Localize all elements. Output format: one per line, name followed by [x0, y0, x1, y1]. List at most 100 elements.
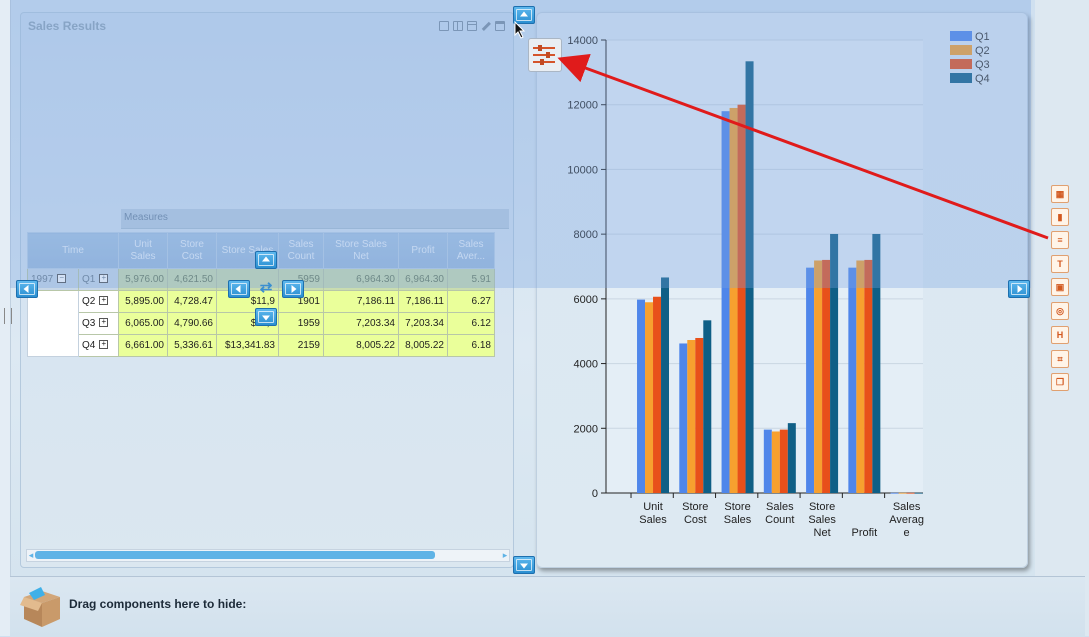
report-icon[interactable]: ❐: [1051, 373, 1069, 391]
cell-move-down-button[interactable]: [255, 308, 277, 326]
move-up-button[interactable]: [513, 6, 535, 24]
bar-q3: [822, 259, 831, 493]
table-icon[interactable]: ▦: [1051, 185, 1069, 203]
scroll-right-icon[interactable]: ▸: [502, 550, 508, 560]
bar-q2: [687, 340, 696, 493]
bar-q3: [737, 104, 746, 493]
value-cell: 4,621.50: [167, 268, 217, 291]
save-icon[interactable]: [439, 21, 449, 31]
bar-q2: [814, 260, 823, 493]
swap-icon[interactable]: ⇄: [259, 279, 273, 296]
legend-swatch: [950, 31, 972, 41]
quarter-label: Q3: [82, 318, 96, 329]
cell-move-left-button[interactable]: [228, 280, 250, 298]
layout-icon[interactable]: [453, 21, 463, 31]
quarter-cell[interactable]: Q3 +: [78, 312, 119, 335]
chart-settings-icon[interactable]: [528, 38, 562, 72]
value-cell: 4,728.47: [167, 290, 217, 313]
quarter-label: Q2: [82, 296, 96, 307]
edit-icon[interactable]: [479, 19, 493, 33]
value-cell: 5.91: [447, 268, 495, 291]
bar-q4: [872, 233, 881, 494]
legend-swatch: [950, 73, 972, 83]
bar-q2: [856, 260, 865, 493]
value-cell: 5,895.00: [118, 290, 168, 313]
html-icon[interactable]: H: [1051, 326, 1069, 344]
x-tick-label: e: [904, 527, 910, 539]
rss-icon[interactable]: ⌗: [1051, 350, 1069, 368]
table-row: Q4 + 6,661.00 5,336.61 $13,341.83 2159 8,…: [28, 334, 495, 357]
move-right-button[interactable]: [1008, 280, 1030, 298]
bar-q4: [787, 423, 796, 493]
x-tick-label: Sales: [893, 501, 921, 513]
bar-q1: [679, 343, 688, 493]
bar-chart: 02000400060008000100001200014000UnitSale…: [567, 31, 990, 539]
value-cell: 6.12: [447, 312, 495, 335]
column-header[interactable]: Profit: [398, 232, 448, 269]
value-cell: 6,661.00: [118, 334, 168, 357]
quarter-label: Q1: [82, 274, 96, 285]
column-header[interactable]: Store Sales Net: [323, 232, 399, 269]
cell-move-up-button[interactable]: [255, 251, 277, 269]
expand-icon[interactable]: +: [99, 274, 109, 283]
value-cell: 1959: [278, 312, 324, 335]
image-icon[interactable]: ▣: [1051, 278, 1069, 296]
value-cell: 7,203.34: [323, 312, 399, 335]
legend-swatch: [950, 45, 972, 55]
bar-q4: [914, 492, 923, 494]
column-header[interactable]: Unit Sales: [118, 232, 168, 269]
expand-icon[interactable]: +: [99, 296, 109, 305]
bar-q1: [890, 492, 899, 494]
horizontal-scrollbar[interactable]: ◂ ▸: [26, 549, 510, 562]
bar-chart-icon[interactable]: ▮: [1051, 208, 1069, 226]
web-icon[interactable]: ◎: [1051, 302, 1069, 320]
move-down-button[interactable]: [513, 556, 535, 574]
time-header[interactable]: Time: [27, 232, 119, 269]
measures-header: Measures: [121, 209, 509, 229]
bar-q1: [763, 429, 772, 493]
bar-q1: [806, 267, 815, 493]
filter-icon[interactable]: ≡: [1051, 231, 1069, 249]
column-header[interactable]: Sales Count: [278, 232, 324, 269]
value-cell: 5,336.61: [167, 334, 217, 357]
cell-move-right-button[interactable]: [282, 280, 304, 298]
scrollbar-thumb[interactable]: [35, 551, 435, 559]
splitter-grip[interactable]: [4, 308, 12, 324]
y-tick-label: 8000: [574, 229, 598, 241]
value-cell: 7,186.11: [398, 290, 448, 313]
column-header[interactable]: Sales Aver...: [447, 232, 495, 269]
bar-q2: [645, 302, 654, 493]
y-tick-label: 0: [592, 488, 598, 500]
legend-swatch: [950, 59, 972, 69]
value-cell: 5,976.00: [118, 268, 168, 291]
column-header[interactable]: Store Cost: [167, 232, 217, 269]
y-tick-label: 4000: [574, 359, 598, 371]
x-tick-label: Store: [724, 501, 750, 513]
move-left-button[interactable]: [16, 280, 38, 298]
window-icon[interactable]: [467, 21, 477, 31]
legend-label: Q1: [975, 31, 990, 43]
hide-drop-zone[interactable]: Drag components here to hide:: [10, 576, 1085, 637]
quarter-cell[interactable]: Q1 +: [78, 268, 119, 291]
bar-q1: [848, 267, 857, 493]
delete-icon[interactable]: [495, 21, 505, 31]
x-tick-label: Count: [765, 514, 794, 526]
bar-q1: [637, 299, 646, 493]
y-tick-label: 2000: [574, 423, 598, 435]
value-cell: 6,964.30: [398, 268, 448, 291]
expand-icon[interactable]: +: [99, 318, 109, 327]
quarter-cell[interactable]: Q2 +: [78, 290, 119, 313]
expand-icon[interactable]: +: [99, 340, 109, 349]
collapse-icon[interactable]: −: [57, 274, 67, 283]
year-label: 1997: [31, 274, 54, 285]
box-icon: [20, 587, 60, 627]
quarter-label: Q4: [82, 340, 96, 351]
quarter-cell[interactable]: Q4 +: [78, 334, 119, 357]
value-cell: 8,005.22: [398, 334, 448, 357]
x-tick-label: Cost: [684, 514, 707, 526]
chart-panel: 0 2000 4000 6000 8000 10000 12000 14000 Unit Sale…: [536, 12, 1028, 568]
bar-q2: [771, 431, 780, 493]
scroll-left-icon[interactable]: ◂: [28, 550, 34, 560]
value-cell: 6,065.00: [118, 312, 168, 335]
text-icon[interactable]: T: [1051, 255, 1069, 273]
